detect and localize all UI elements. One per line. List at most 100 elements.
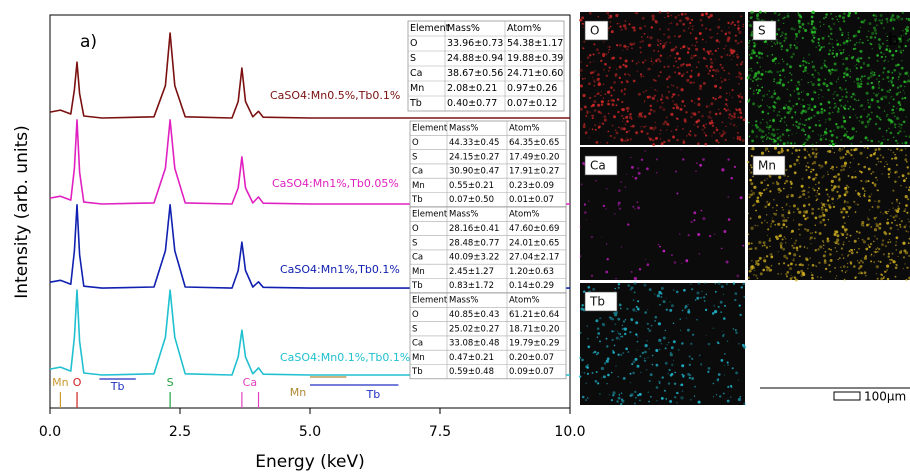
map-speck xyxy=(659,106,662,109)
map-speck xyxy=(605,74,608,78)
map-speck xyxy=(583,123,586,126)
map-speck xyxy=(616,22,619,25)
map-speck xyxy=(609,21,612,23)
map-speck xyxy=(595,141,599,144)
map-speck xyxy=(862,61,866,64)
map-speck xyxy=(699,18,703,22)
map-speck xyxy=(892,216,895,219)
map-speck xyxy=(873,255,875,257)
map-speck xyxy=(620,353,623,357)
map-speck xyxy=(907,75,910,77)
map-label: S xyxy=(758,24,766,38)
map-speck xyxy=(815,199,817,202)
map-speck xyxy=(737,116,740,119)
map-speck xyxy=(711,52,714,56)
map-speck xyxy=(887,241,890,244)
map-speck xyxy=(635,321,639,325)
map-speck xyxy=(841,233,845,237)
map-speck xyxy=(897,76,900,78)
map-speck xyxy=(807,191,810,194)
map-speck xyxy=(760,135,764,139)
map-speck xyxy=(751,147,755,151)
map-speck xyxy=(622,49,624,51)
map-speck xyxy=(756,262,760,266)
map-speck xyxy=(868,199,871,202)
map-speck xyxy=(701,114,704,118)
map-speck xyxy=(895,244,897,246)
map-speck xyxy=(840,139,843,141)
map-speck xyxy=(597,77,600,81)
map-speck xyxy=(643,32,646,35)
map-speck xyxy=(817,37,821,41)
map-speck xyxy=(817,276,819,278)
map-speck xyxy=(777,19,780,22)
map-speck xyxy=(700,209,703,212)
map-speck xyxy=(869,154,873,157)
map-speck xyxy=(725,109,728,112)
map-speck xyxy=(842,243,845,246)
map-speck xyxy=(650,26,653,29)
map-speck xyxy=(634,208,636,210)
map-speck xyxy=(766,121,768,123)
map-speck xyxy=(600,112,602,114)
map-speck xyxy=(881,19,884,22)
map-speck xyxy=(737,397,742,402)
map-label-box xyxy=(584,291,618,312)
map-speck xyxy=(755,264,756,266)
map-speck xyxy=(755,247,756,249)
map-speck xyxy=(832,147,834,149)
map-speck xyxy=(742,23,744,25)
map-speck xyxy=(664,347,667,350)
map-speck xyxy=(860,20,864,24)
map-speck xyxy=(581,78,584,80)
map-speck xyxy=(623,327,628,331)
map-speck xyxy=(648,329,652,332)
map-speck xyxy=(667,139,671,143)
map-speck xyxy=(870,139,874,143)
map-speck xyxy=(863,19,866,22)
map-speck xyxy=(856,251,859,254)
map-speck xyxy=(844,127,846,129)
map-speck xyxy=(899,217,901,219)
map-speck xyxy=(830,184,833,187)
map-speck xyxy=(721,66,724,70)
map-speck xyxy=(806,216,809,219)
map-speck xyxy=(904,208,907,210)
map-speck xyxy=(661,95,664,98)
map-speck xyxy=(768,239,772,242)
map-speck xyxy=(625,79,628,82)
map-speck xyxy=(880,119,882,121)
map-speck xyxy=(768,90,770,92)
map-speck xyxy=(740,286,743,289)
map-speck xyxy=(828,69,831,72)
map-speck xyxy=(765,150,767,152)
map-speck xyxy=(870,260,873,263)
map-speck xyxy=(890,258,893,261)
map-speck xyxy=(793,44,796,47)
map-speck xyxy=(859,170,861,173)
map-speck xyxy=(803,124,806,127)
map-speck xyxy=(620,181,622,183)
map-speck xyxy=(768,128,770,130)
map-speck xyxy=(786,14,790,18)
map-speck xyxy=(825,16,827,19)
map-speck xyxy=(761,86,764,89)
map-speck xyxy=(844,192,847,196)
map-speck xyxy=(810,28,813,31)
map-speck xyxy=(591,103,595,107)
map-speck xyxy=(606,11,609,15)
map-speck xyxy=(849,76,851,78)
map-speck xyxy=(887,255,890,258)
map-speck xyxy=(902,89,905,92)
map-speck xyxy=(882,277,885,279)
map-speck xyxy=(827,25,831,28)
map-speck xyxy=(685,259,689,263)
map-speck xyxy=(702,47,705,51)
map-speck xyxy=(845,95,848,98)
map-speck xyxy=(878,161,880,163)
map-speck xyxy=(733,112,736,116)
map-speck xyxy=(900,220,903,223)
map-speck xyxy=(833,107,835,109)
map-speck xyxy=(880,51,883,54)
map-speck xyxy=(680,47,682,50)
